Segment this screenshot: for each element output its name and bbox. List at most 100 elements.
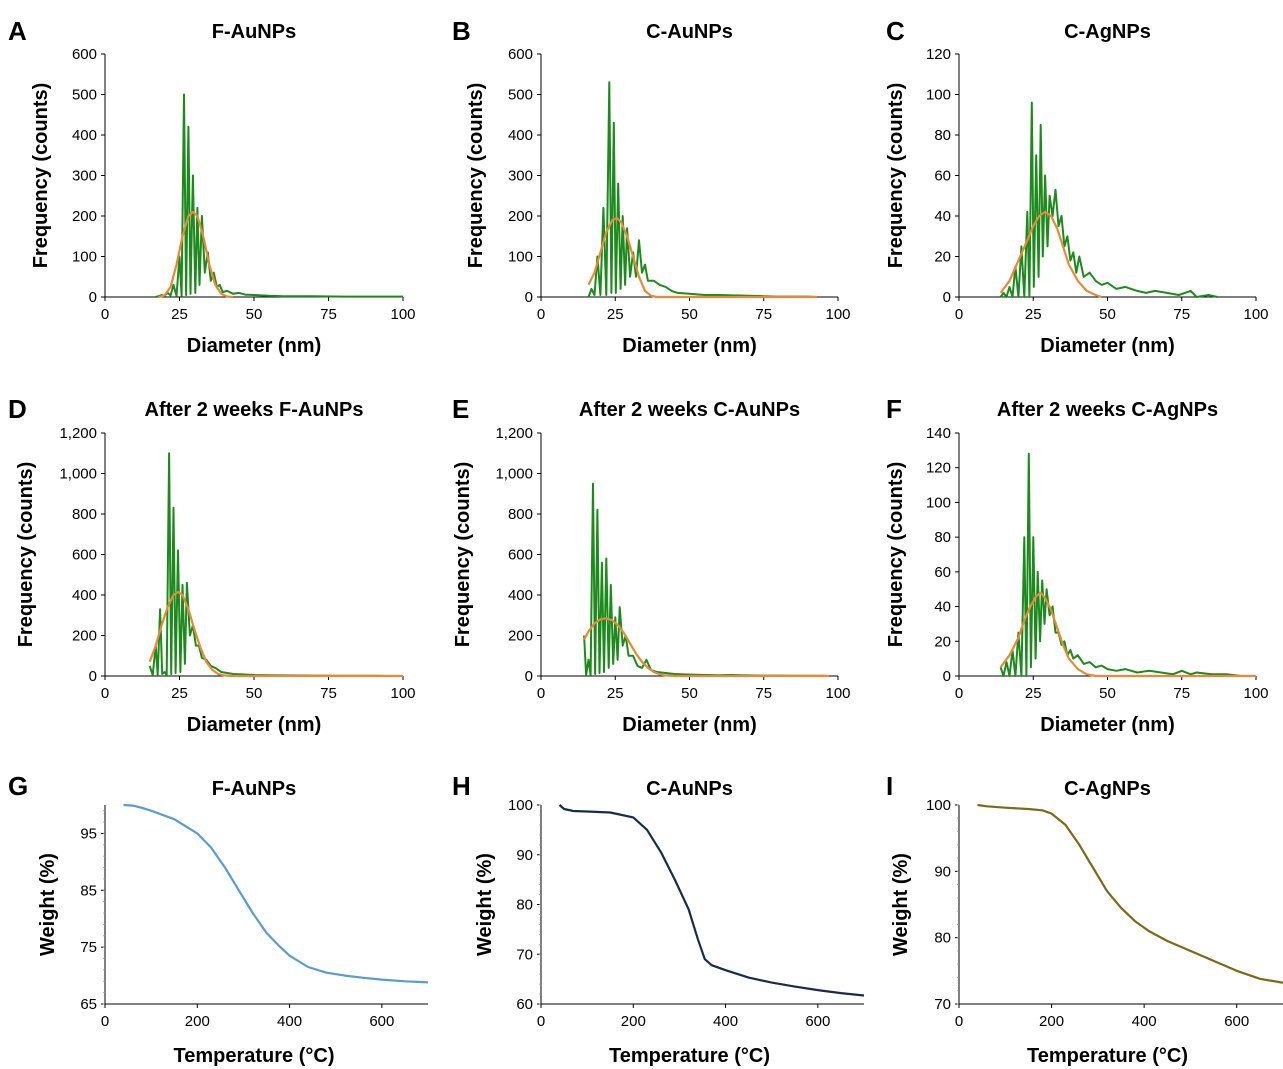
y-tick-label: 100 [926, 797, 951, 814]
x-tick-label: 200 [185, 1013, 210, 1030]
y-tick-label: 0 [89, 668, 97, 685]
y-tick-label: 0 [943, 668, 951, 685]
y-tick-label: 0 [89, 289, 97, 306]
histogram-line [587, 81, 818, 298]
x-tick-label: 25 [1025, 306, 1042, 323]
panel-g: G F-AuNPs 65 75 85 95 0 200 400 600 Temperature (°… [8, 771, 429, 1067]
y-axis-label: Frequency (counts) [452, 462, 474, 648]
x-axis-label: Diameter (nm) [622, 714, 756, 736]
y-tick-label: 40 [934, 599, 951, 616]
panel-letter: F [886, 394, 902, 424]
panel-letter: G [8, 771, 28, 801]
y-tick-label: 200 [508, 208, 533, 225]
chart-title: F-AuNPs [212, 21, 296, 43]
y-tick-label: 100 [508, 249, 533, 266]
gaussian-fit-line [148, 590, 403, 678]
tga-curve [123, 803, 429, 984]
y-tick-label: 100 [72, 249, 97, 266]
y-tick-label: 800 [508, 506, 533, 523]
tga-curve [558, 804, 865, 997]
panel-letter: H [452, 771, 471, 801]
y-tick-label: 80 [934, 529, 951, 546]
x-axis-label: Diameter (nm) [187, 714, 321, 736]
x-tick-label: 75 [1173, 306, 1190, 323]
x-tick-label: 0 [101, 685, 109, 702]
x-tick-label: 25 [171, 685, 188, 702]
chart-title: After 2 weeks C-AuNPs [579, 399, 800, 421]
y-tick-label: 600 [508, 46, 533, 63]
y-tick-label: 70 [516, 946, 533, 963]
x-tick-label: 400 [1132, 1013, 1157, 1030]
x-tick-label: 50 [1099, 306, 1116, 323]
y-tick-label: 500 [508, 87, 533, 104]
y-tick-label: 60 [516, 996, 533, 1013]
gaussian-fit-line [583, 617, 830, 678]
x-tick-label: 75 [1173, 685, 1190, 702]
panel-letter: B [452, 16, 471, 46]
y-tick-label: 0 [943, 289, 951, 306]
y-tick-label: 60 [934, 168, 951, 185]
y-tick-label: 80 [934, 127, 951, 144]
x-tick-label: 25 [607, 685, 624, 702]
x-tick-label: 50 [246, 685, 263, 702]
y-tick-label: 100 [926, 494, 951, 511]
x-tick-label: 25 [1025, 685, 1042, 702]
histogram-line [583, 482, 830, 677]
chart-title: C-AgNPs [1064, 21, 1151, 43]
y-tick-label: 400 [508, 587, 533, 604]
y-tick-label: 80 [516, 897, 533, 914]
y-tick-label: 600 [72, 46, 97, 63]
x-axis-label: Temperature (°C) [1027, 1045, 1188, 1067]
y-tick-label: 0 [525, 289, 533, 306]
x-axis-label: Temperature (°C) [174, 1045, 335, 1067]
y-tick-label: 90 [516, 847, 533, 864]
y-axis-label: Frequency (counts) [30, 83, 52, 269]
panel-c: C C-AgNPs 0 20 40 60 80 100 120 0 25 50 75 100 Diamete… [885, 16, 1269, 357]
chart-title: C-AgNPs [1064, 778, 1151, 800]
y-axis-label: Weight (%) [37, 853, 59, 956]
x-tick-label: 75 [755, 306, 772, 323]
y-tick-label: 300 [508, 168, 533, 185]
chart-title: After 2 weeks F-AuNPs [145, 399, 364, 421]
chart-title: C-AuNPs [646, 778, 733, 800]
panel-letter: C [886, 16, 905, 46]
y-tick-label: 140 [926, 425, 951, 442]
y-tick-label: 80 [934, 930, 951, 947]
x-tick-label: 100 [390, 685, 415, 702]
y-tick-label: 1,200 [495, 425, 533, 442]
x-tick-label: 0 [537, 685, 545, 702]
y-axis-label: Frequency (counts) [465, 83, 487, 269]
y-tick-label: 500 [72, 87, 97, 104]
y-tick-label: 40 [934, 208, 951, 225]
panel-letter: D [8, 394, 27, 424]
x-tick-label: 100 [825, 685, 850, 702]
x-tick-label: 0 [955, 1013, 963, 1030]
x-tick-label: 25 [607, 306, 624, 323]
y-axis-label: Weight (%) [890, 853, 912, 956]
gaussian-fit-line [999, 210, 1102, 299]
x-tick-label: 0 [101, 306, 109, 323]
y-tick-label: 0 [525, 668, 533, 685]
y-tick-label: 400 [72, 587, 97, 604]
panel-i: I C-AgNPs 70 80 90 100 0 200 400 600 Temperature (… [886, 771, 1283, 1067]
x-tick-label: 100 [1243, 685, 1268, 702]
histogram-line [155, 93, 403, 298]
x-tick-label: 75 [755, 685, 772, 702]
y-tick-label: 95 [80, 825, 97, 842]
y-axis-label: Frequency (counts) [885, 462, 907, 648]
panel-letter: E [452, 394, 469, 424]
x-tick-label: 600 [805, 1013, 830, 1030]
panel-b: B C-AuNPs 0 100 200 300 400 500 600 0 25 50 75 100 Dia… [452, 16, 851, 357]
y-tick-label: 400 [508, 127, 533, 144]
y-tick-label: 90 [934, 863, 951, 880]
histogram-line [999, 452, 1242, 677]
histogram-line [999, 101, 1218, 298]
y-tick-label: 1,000 [495, 466, 533, 483]
panel-e: E After 2 weeks C-AuNPs 0 200 400 600 800 1,000… [452, 394, 851, 736]
gaussian-fit-line [587, 216, 818, 299]
chart-title: After 2 weeks C-AgNPs [997, 399, 1218, 421]
y-tick-label: 200 [508, 628, 533, 645]
x-tick-label: 0 [537, 1013, 545, 1030]
y-tick-label: 600 [72, 547, 97, 564]
y-tick-label: 200 [72, 208, 97, 225]
